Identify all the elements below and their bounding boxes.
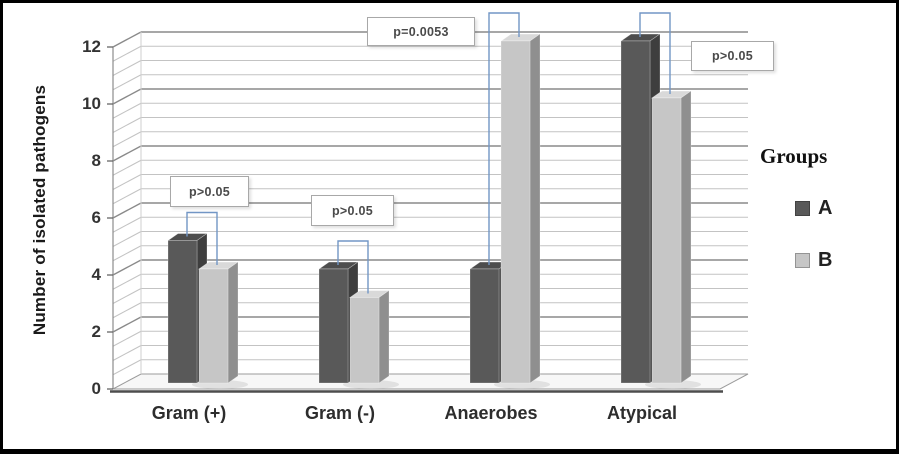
y-axis-title: Number of isolated pathogens xyxy=(30,84,49,336)
p-value-box-anaerobes: p=0.0053 xyxy=(367,17,475,46)
y-tick-label: 4 xyxy=(91,265,101,284)
legend-title: Groups xyxy=(760,144,828,168)
y-tick-label: 6 xyxy=(91,208,101,227)
x-category-label-gram: Gram (-) xyxy=(304,403,376,423)
legend-swatch-a-icon xyxy=(795,201,810,216)
significance-bracket-atypical xyxy=(639,12,671,94)
chart-floor xyxy=(112,373,749,390)
significance-bracket-anaerobes xyxy=(488,12,520,265)
bar-b-gram xyxy=(197,261,240,384)
legend: Groups A B xyxy=(760,144,890,272)
significance-bracket-gram xyxy=(337,240,369,294)
x-category-label-atypical: Atypical xyxy=(606,403,678,423)
legend-item-b: B xyxy=(795,249,890,272)
y-tick-label: 12 xyxy=(82,37,101,56)
y-tick-label: 8 xyxy=(91,151,101,170)
y-axis-ticks xyxy=(107,46,113,390)
p-value-box-atypical: p>0.05 xyxy=(691,41,774,71)
bar-b-atypical xyxy=(650,90,693,384)
significance-bracket-gram xyxy=(186,211,218,265)
legend-label-b: B xyxy=(818,249,833,271)
x-category-label-anaerobes: Anaerobes xyxy=(444,403,538,423)
p-value-box-gram: p>0.05 xyxy=(170,176,249,207)
p-value-box-gram: p>0.05 xyxy=(311,195,394,226)
y-tick-label: 0 xyxy=(91,379,101,398)
bar-b-gram xyxy=(348,289,391,384)
bar-b-anaerobes xyxy=(499,33,542,384)
legend-swatch-b-icon xyxy=(795,253,810,268)
y-tick-label: 10 xyxy=(82,94,101,113)
x-category-label-gram: Gram (+) xyxy=(151,403,227,423)
legend-item-a: A xyxy=(795,197,890,220)
bar-chart-3d xyxy=(107,12,749,393)
y-tick-label: 2 xyxy=(91,322,101,341)
legend-label-a: A xyxy=(818,197,833,219)
